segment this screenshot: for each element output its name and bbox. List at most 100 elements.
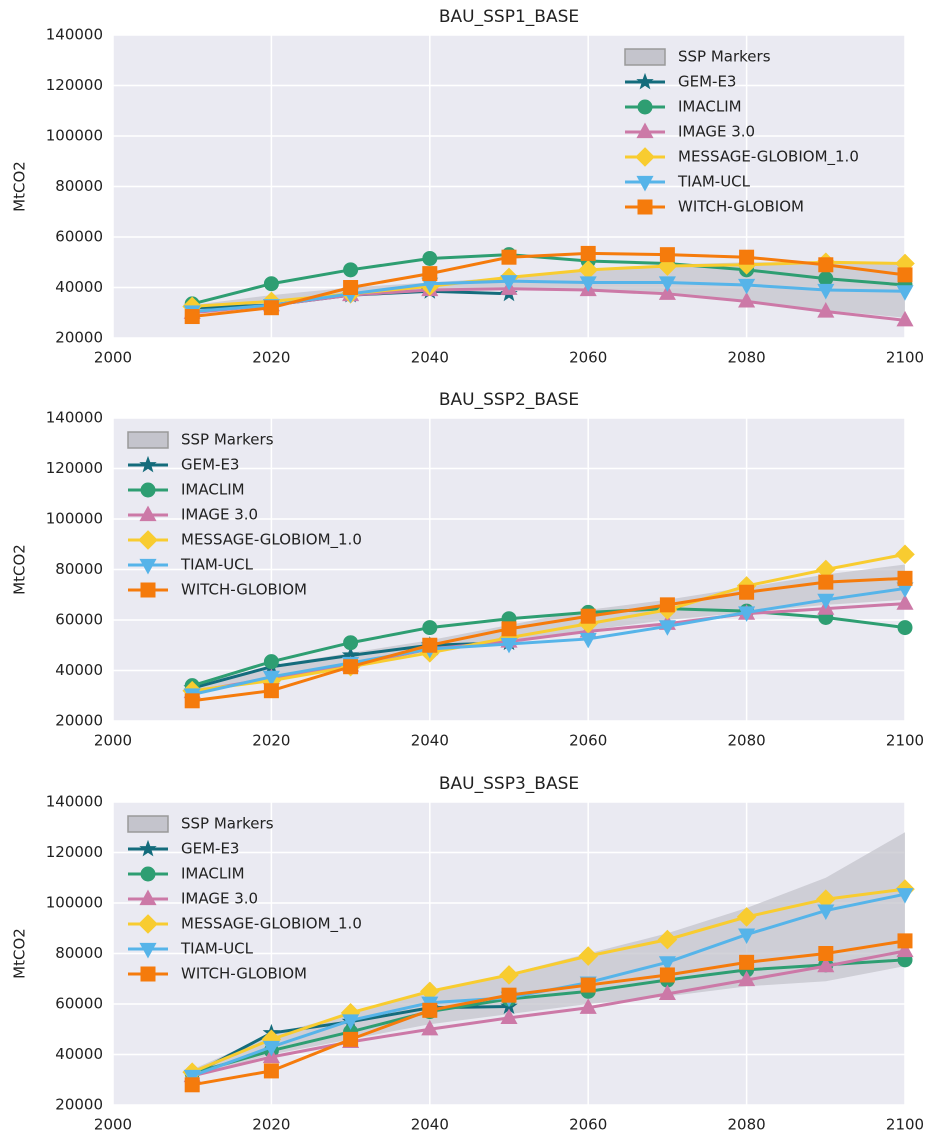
y-tick-label: 20000 <box>55 712 103 730</box>
legend-label: IMAGE 3.0 <box>678 123 755 141</box>
legend-label: TIAM-UCL <box>180 556 254 574</box>
marker <box>500 637 518 654</box>
marker <box>636 72 654 90</box>
y-tick-label: 40000 <box>55 278 103 296</box>
legend-swatch <box>127 431 169 449</box>
legend-label: IMACLIM <box>678 98 742 116</box>
x-tick-label: 2020 <box>252 732 290 750</box>
marker <box>139 455 157 473</box>
marker <box>139 558 157 575</box>
marker <box>896 941 914 958</box>
legend-label: IMACLIM <box>181 481 245 499</box>
marker <box>896 888 914 904</box>
y-axis-label: MtCO2 <box>11 928 29 979</box>
x-tick-label: 2060 <box>569 349 607 367</box>
marker <box>818 271 834 287</box>
marker <box>263 654 279 670</box>
y-tick-label: 140000 <box>46 793 103 811</box>
marker <box>817 283 835 300</box>
marker <box>580 977 596 993</box>
x-tick-label: 2040 <box>411 1116 449 1134</box>
marker <box>818 574 834 590</box>
series-line <box>191 939 906 1087</box>
x-tick-label: 2080 <box>728 349 766 367</box>
marker <box>138 530 158 550</box>
marker <box>579 632 597 649</box>
marker <box>817 302 835 318</box>
marker <box>343 262 359 278</box>
legend-label: WITCH-GLOBIOM <box>181 965 307 983</box>
y-tick-label: 120000 <box>46 76 103 94</box>
marker <box>818 257 834 273</box>
marker <box>897 620 913 636</box>
marker <box>139 942 157 959</box>
marker <box>500 1008 518 1024</box>
marker <box>501 249 517 265</box>
legend-label: MESSAGE-GLOBIOM_1.0 <box>181 531 362 550</box>
marker <box>659 967 675 983</box>
marker <box>896 594 914 610</box>
marker <box>343 659 359 675</box>
marker <box>659 597 675 613</box>
marker <box>657 256 678 276</box>
legend-label: MESSAGE-GLOBIOM_1.0 <box>181 915 362 934</box>
series-line <box>192 552 906 693</box>
legend-label: GEM-E3 <box>181 456 239 474</box>
y-tick-label: 80000 <box>55 944 103 962</box>
y-tick-label: 60000 <box>55 611 103 629</box>
marker <box>343 1031 359 1047</box>
x-tick-label: 2020 <box>252 349 290 367</box>
series-line <box>191 958 906 1075</box>
marker <box>897 933 913 949</box>
y-tick-label: 100000 <box>46 894 103 912</box>
x-tick-label: 2040 <box>411 732 449 750</box>
x-tick-label: 2080 <box>728 732 766 750</box>
marker <box>140 482 156 498</box>
marker <box>140 582 156 598</box>
marker <box>739 584 755 600</box>
legend-swatch <box>624 48 666 66</box>
marker <box>817 593 835 610</box>
marker <box>580 245 596 261</box>
marker <box>140 866 156 882</box>
marker <box>184 693 200 709</box>
marker <box>579 998 597 1014</box>
y-tick-label: 40000 <box>55 661 103 679</box>
marker <box>139 505 157 522</box>
y-tick-label: 120000 <box>46 843 103 861</box>
y-axis-label: MtCO2 <box>11 161 29 212</box>
marker <box>637 199 653 215</box>
marker <box>501 987 517 1003</box>
legend-label: SSP Markers <box>181 815 274 833</box>
y-tick-label: 80000 <box>55 177 103 195</box>
legend-label: SSP Markers <box>181 431 274 449</box>
legend-label: SSP Markers <box>678 48 771 66</box>
marker <box>263 683 279 699</box>
marker <box>738 928 756 945</box>
chart-title: BAU_SSP3_BASE <box>439 774 579 794</box>
series-line <box>192 279 906 313</box>
y-tick-label: 20000 <box>55 329 103 347</box>
marker <box>499 965 519 985</box>
marker <box>738 606 756 622</box>
band <box>192 262 905 318</box>
x-tick-label: 2000 <box>94 732 132 750</box>
marker <box>343 280 359 295</box>
y-tick-label: 80000 <box>55 560 103 578</box>
y-tick-label: 100000 <box>46 510 103 528</box>
marker <box>262 670 280 687</box>
series-line <box>191 949 906 1078</box>
y-tick-label: 100000 <box>46 127 103 145</box>
marker <box>138 914 158 934</box>
x-tick-label: 2060 <box>569 732 607 750</box>
series-line <box>191 253 906 306</box>
marker <box>817 904 835 921</box>
x-tick-label: 2020 <box>252 1116 290 1134</box>
marker <box>897 267 913 283</box>
y-tick-label: 60000 <box>55 995 103 1013</box>
marker <box>500 275 518 291</box>
legend-swatch <box>127 815 169 833</box>
marker <box>657 929 678 950</box>
series-line <box>191 607 906 688</box>
